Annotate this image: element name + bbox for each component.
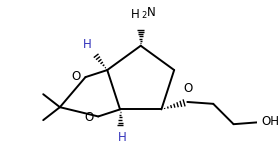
Text: O: O [84, 111, 94, 124]
Text: O: O [71, 70, 81, 83]
Text: OH: OH [261, 115, 278, 128]
Text: H: H [83, 38, 91, 51]
Text: O: O [183, 82, 193, 95]
Text: H: H [131, 8, 140, 21]
Text: H: H [118, 131, 126, 144]
Text: $_{2}$N: $_{2}$N [141, 6, 156, 21]
